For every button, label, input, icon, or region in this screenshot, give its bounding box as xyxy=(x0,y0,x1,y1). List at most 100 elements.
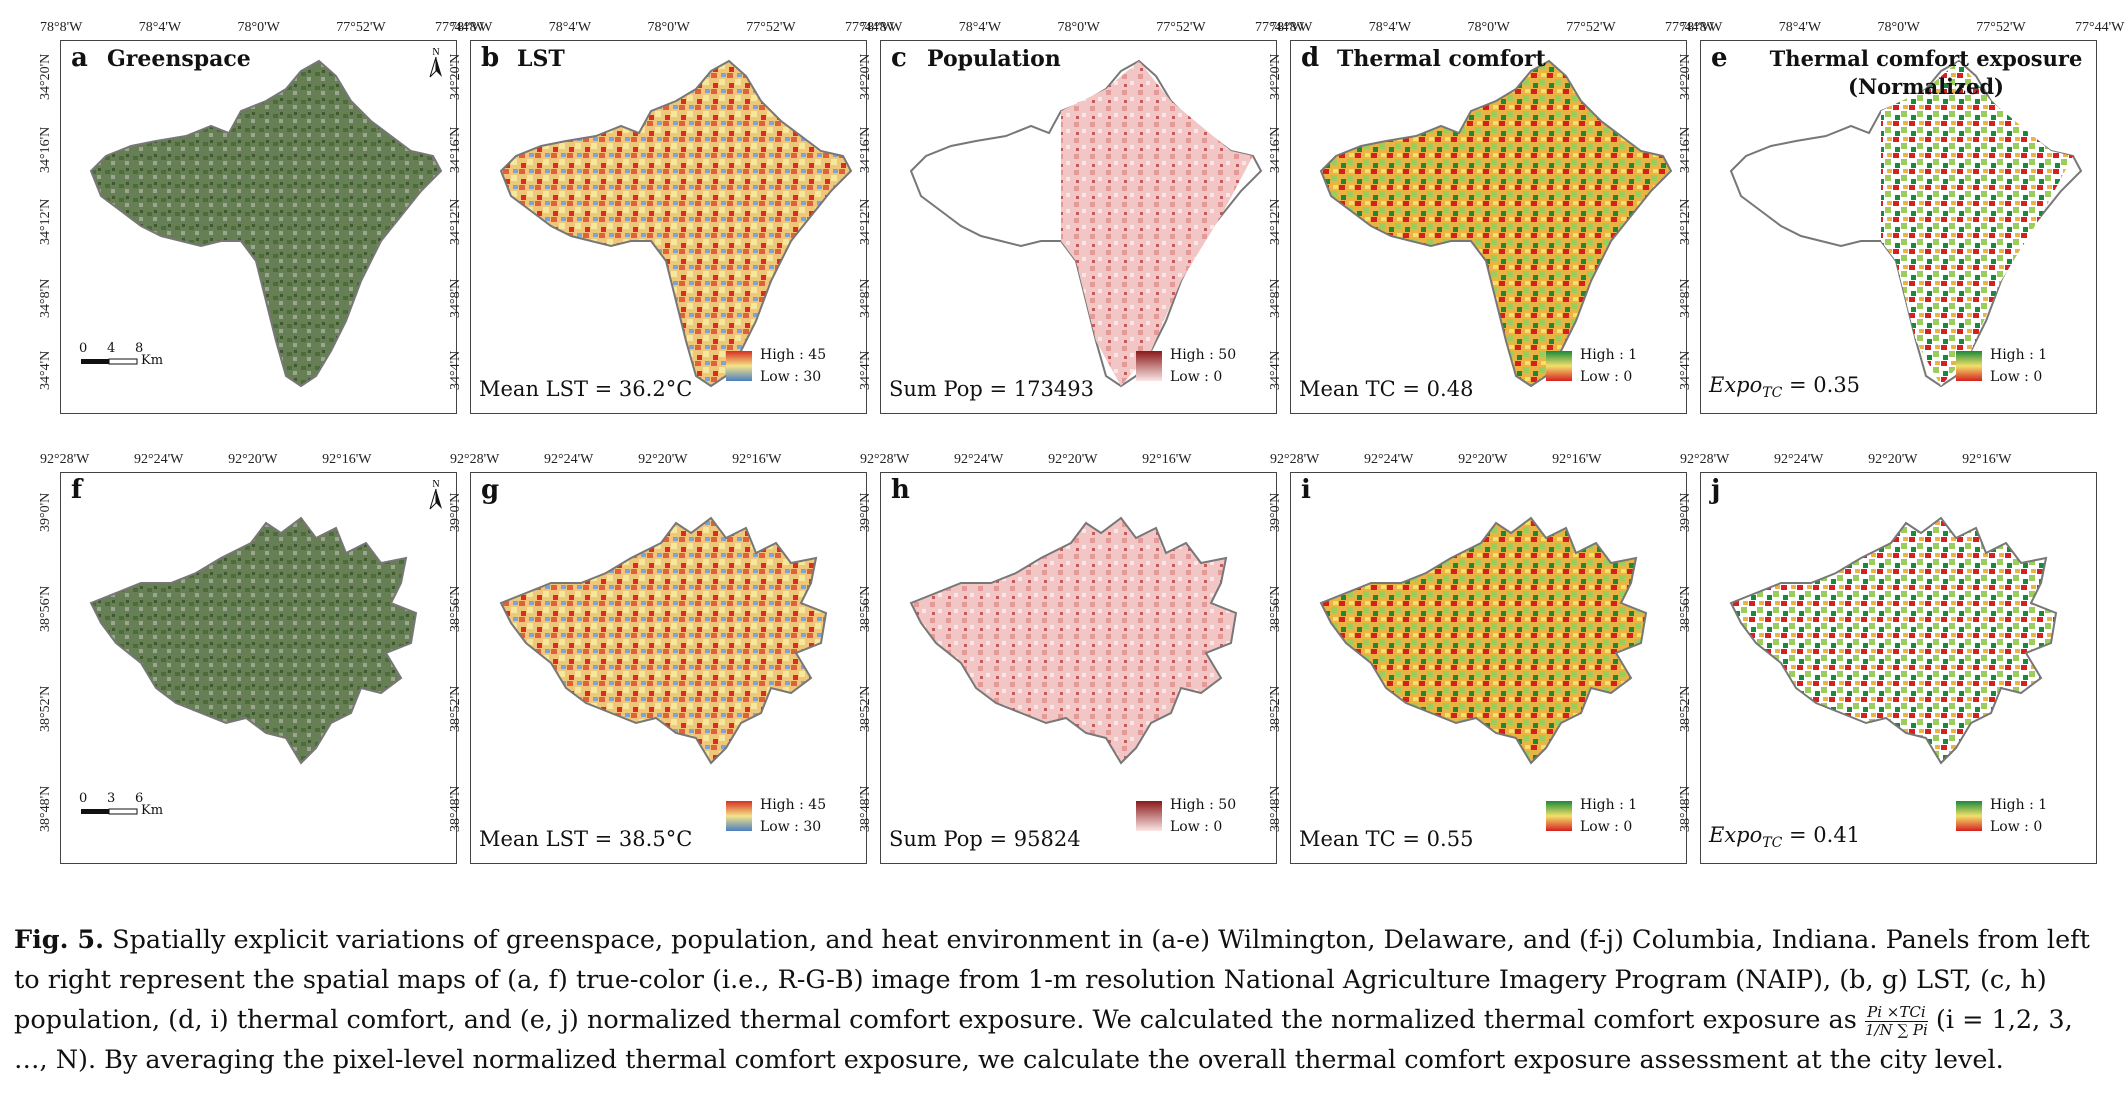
legend-gradient xyxy=(726,801,752,831)
north-label: N xyxy=(432,479,439,490)
longitude-tick: 78°8'W xyxy=(860,20,903,35)
longitude-tick: 92°28'W xyxy=(860,452,910,467)
color-legend: High : 1 Low : 0 xyxy=(1956,347,2086,391)
stat-value: Mean TC = 0.48 xyxy=(1299,377,1474,401)
panel-letter: d xyxy=(1301,43,1320,73)
caption-fig-label: Fig. 5. xyxy=(14,925,104,955)
map-panel-i: i Mean TC = 0.55 High : 1 Low : 0 xyxy=(1290,472,1687,864)
scale-label: 0 xyxy=(79,791,88,806)
stat-subscript: TC xyxy=(1762,385,1783,401)
panel-letter: b xyxy=(481,43,500,73)
scale-label: 4 xyxy=(107,341,116,356)
panel-statistic: Mean TC = 0.55 xyxy=(1299,827,1473,851)
panel-title: LST xyxy=(517,45,565,75)
legend-high: High : 50 xyxy=(1170,347,1237,363)
panel-letter: g xyxy=(481,475,500,505)
city-raster xyxy=(1729,516,2058,765)
map-panel-a: a Greenspace N 0 4 8 Km xyxy=(60,40,457,414)
latitude-tick: 39°0'N xyxy=(448,492,463,532)
city-map-h xyxy=(909,516,1238,765)
longitude-tick: 92°16'W xyxy=(1142,452,1192,467)
latitude-tick: 38°56'N xyxy=(38,585,53,632)
city-raster xyxy=(909,516,1238,765)
longitude-tick: 77°44'W xyxy=(1665,20,1715,35)
longitude-tick: 77°44'W xyxy=(845,20,895,35)
longitude-tick: 77°44'W xyxy=(2075,20,2125,35)
color-legend: High : 50 Low : 0 xyxy=(1136,797,1266,841)
city-raster xyxy=(1319,59,1673,388)
longitude-tick: 92°20'W xyxy=(1868,452,1918,467)
panel-title: Thermal comfort exposure (Normalized) xyxy=(1761,45,2091,102)
city-map-c xyxy=(909,59,1263,388)
longitude-tick: 78°0'W xyxy=(647,20,690,35)
latitude-tick: 38°52'N xyxy=(858,685,873,732)
longitude-tick: 77°52'W xyxy=(746,20,796,35)
stat-prefix: Expo xyxy=(1709,372,1763,397)
scale-label: 0 xyxy=(79,341,88,356)
latitude-tick: 34°20'N xyxy=(1678,53,1693,100)
panel-statistic: ExpoTC = 0.35 xyxy=(1709,373,1860,401)
city-map-i xyxy=(1319,516,1648,765)
stat-value: = 0.41 xyxy=(1789,822,1861,847)
legend-high: High : 1 xyxy=(1990,347,2048,363)
north-arrow: N xyxy=(426,45,446,83)
latitude-tick: 34°20'N xyxy=(1268,53,1283,100)
city-map-b xyxy=(499,59,853,388)
map-panel-e: e Thermal comfort exposure (Normalized) Exp… xyxy=(1700,40,2097,414)
latitude-tick: 34°16'N xyxy=(38,126,53,173)
latitude-tick: 34°16'N xyxy=(1268,126,1283,173)
latitude-tick: 34°4'N xyxy=(858,350,873,391)
latitude-tick: 39°0'N xyxy=(1268,492,1283,532)
legend-low: Low : 0 xyxy=(1170,369,1223,385)
legend-gradient xyxy=(1136,801,1162,831)
panel-letter: a xyxy=(71,43,88,73)
color-legend: High : 50 Low : 0 xyxy=(1136,347,1266,391)
city-raster xyxy=(499,59,853,388)
caption-text-1: Spatially explicit variations of greensp… xyxy=(14,925,2090,1036)
color-legend: High : 1 Low : 0 xyxy=(1546,347,1676,391)
latitude-tick: 34°8'N xyxy=(38,278,53,318)
caption-formula: Pi ×TCi 1/N ∑ Pi xyxy=(1864,1004,1928,1039)
scale-unit: Km xyxy=(141,353,164,368)
longitude-tick: 78°0'W xyxy=(237,20,280,35)
longitude-tick: 92°16'W xyxy=(732,452,782,467)
longitude-tick: 78°4'W xyxy=(958,20,1002,35)
latitude-tick: 38°52'N xyxy=(38,685,53,732)
panel-letter: e xyxy=(1711,43,1728,73)
stat-value: = 0.35 xyxy=(1789,372,1861,397)
longitude-tick: 92°24'W xyxy=(1364,452,1414,467)
legend-gradient xyxy=(1956,801,1982,831)
panel-title-line1: Population xyxy=(927,46,1061,72)
city-raster xyxy=(1881,61,2073,386)
north-arrow-icon: N xyxy=(429,47,442,78)
legend-low: Low : 0 xyxy=(1990,819,2043,835)
latitude-tick: 38°52'N xyxy=(448,685,463,732)
legend-gradient xyxy=(1546,351,1572,381)
legend-gradient xyxy=(726,351,752,381)
stat-prefix: Expo xyxy=(1709,822,1763,847)
city-map-a xyxy=(89,59,443,388)
north-arrow: N xyxy=(426,477,446,515)
longitude-tick: 78°8'W xyxy=(1270,20,1313,35)
panel-statistic: Mean TC = 0.48 xyxy=(1299,377,1473,401)
legend-gradient xyxy=(1546,801,1572,831)
longitude-tick: 78°0'W xyxy=(1057,20,1100,35)
legend-low: Low : 30 xyxy=(760,819,822,835)
latitude-tick: 38°56'N xyxy=(1268,585,1283,632)
legend-low: Low : 0 xyxy=(1580,369,1633,385)
longitude-tick: 92°20'W xyxy=(638,452,688,467)
longitude-tick: 77°44'W xyxy=(1255,20,1305,35)
latitude-tick: 38°56'N xyxy=(1678,585,1693,632)
scale-unit: Km xyxy=(141,803,164,818)
formula-denominator: 1/N ∑ Pi xyxy=(1864,1020,1928,1039)
map-panel-c: c Population Sum Pop = 173493 High : 50 Low … xyxy=(880,40,1277,414)
legend-low: Low : 30 xyxy=(760,369,822,385)
panel-statistic: Mean LST = 38.5°C xyxy=(479,827,692,851)
panel-title-line1: Thermal comfort xyxy=(1337,46,1546,72)
panel-statistic: ExpoTC = 0.41 xyxy=(1709,823,1860,851)
latitude-tick: 34°12'N xyxy=(448,198,463,246)
latitude-tick: 34°16'N xyxy=(448,126,463,173)
stat-value: Mean TC = 0.55 xyxy=(1299,827,1474,851)
scale-label: 3 xyxy=(107,791,116,806)
longitude-tick: 92°16'W xyxy=(322,452,372,467)
